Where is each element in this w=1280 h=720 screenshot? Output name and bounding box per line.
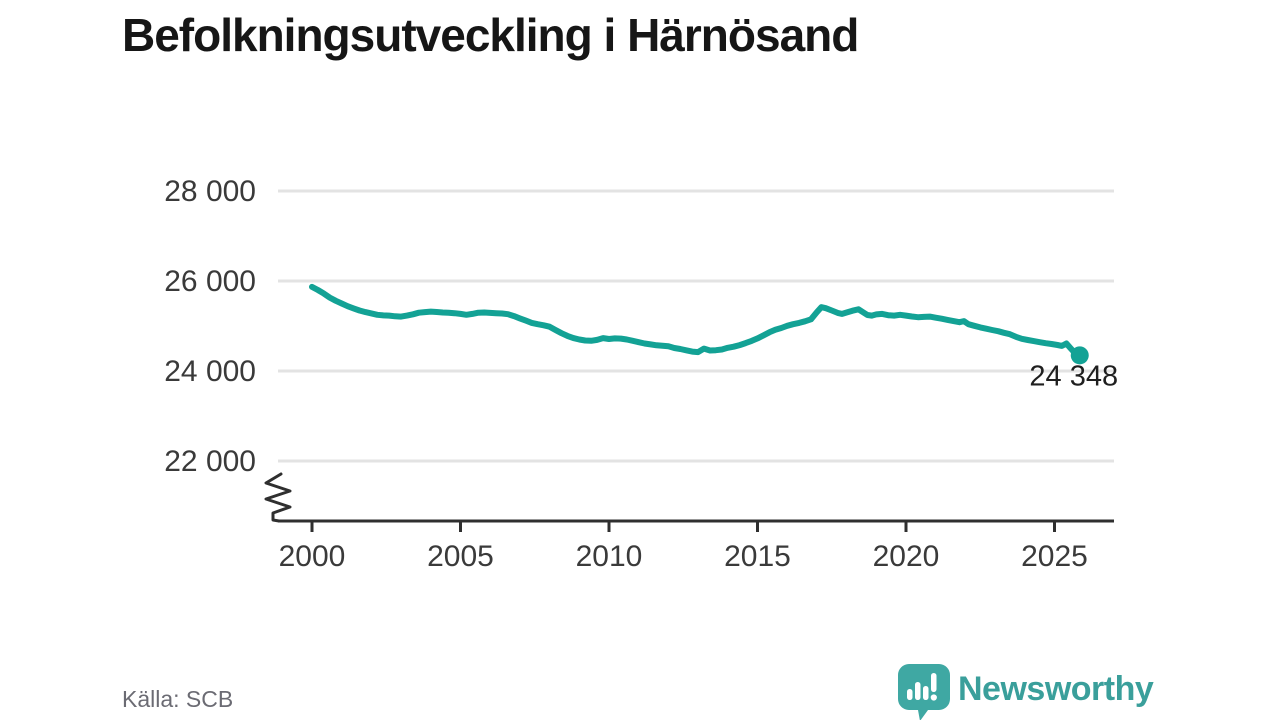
x-tick-label: 2000 (279, 540, 346, 573)
y-tick-label: 22 000 (164, 445, 256, 478)
source-note: Källa: SCB (122, 686, 234, 712)
y-tick-label: 24 000 (164, 355, 256, 388)
latest-value-dot (1070, 346, 1089, 365)
newsworthy-wordmark: Newsworthy (958, 670, 1154, 708)
x-tick-label: 2025 (1021, 540, 1088, 573)
y-tick-label: 26 000 (164, 265, 256, 298)
axis-break-icon (264, 472, 292, 523)
logo-bars-exclamation-icon (907, 673, 937, 701)
x-tick-label: 2015 (724, 540, 791, 573)
x-tick-label: 2005 (427, 540, 494, 573)
newsworthy-logo-icon (898, 664, 950, 720)
y-tick-label: 28 000 (164, 175, 256, 208)
page-title: Befolkningsutveckling i Härnösand (122, 9, 859, 61)
latest-value-label: 24 348 (1029, 360, 1118, 392)
x-tick-label: 2020 (873, 540, 940, 573)
x-tick-label: 2010 (576, 540, 643, 573)
population-line (309, 283, 1083, 359)
newsworthy-branding: Newsworthy (896, 662, 1166, 720)
